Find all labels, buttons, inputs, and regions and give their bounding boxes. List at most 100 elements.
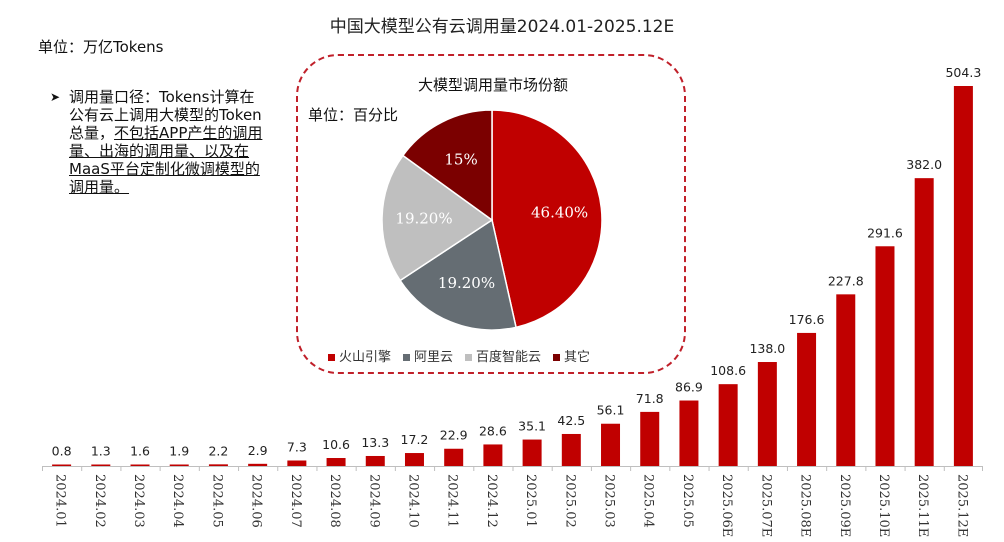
value-label-2024.12: 28.6 bbox=[479, 423, 507, 438]
value-label-2025.12E: 504.3 bbox=[945, 65, 981, 80]
x-tick-label-2025.09E: 2025.09E bbox=[837, 474, 852, 537]
x-tick-label-2025.02: 2025.02 bbox=[562, 474, 577, 528]
x-tick-label-2025.04: 2025.04 bbox=[641, 474, 656, 528]
bar-2025.08E bbox=[797, 332, 817, 466]
legend-swatch bbox=[553, 354, 561, 361]
bar-2025.01 bbox=[522, 439, 542, 466]
bar-2025.12E bbox=[953, 86, 973, 466]
legend-item-阿里云: 阿里云 bbox=[403, 346, 453, 365]
value-label-2025.07E: 138.0 bbox=[749, 341, 785, 356]
x-tick-label-2024.05: 2024.05 bbox=[209, 474, 224, 528]
bar-2025.11E bbox=[914, 178, 934, 466]
bar-2024.12 bbox=[483, 444, 503, 466]
x-tick-label-2024.11: 2024.11 bbox=[445, 474, 460, 528]
bar-2024.04 bbox=[169, 464, 189, 466]
pie-label-百度智能云: 19.20% bbox=[395, 210, 452, 228]
pie-slice-其它 bbox=[401, 109, 493, 222]
value-label-2024.10: 17.2 bbox=[401, 432, 429, 447]
value-label-2024.09: 13.3 bbox=[361, 435, 389, 450]
value-label-2025.01: 35.1 bbox=[518, 419, 546, 434]
value-label-2024.01: 0.8 bbox=[52, 444, 72, 459]
legend-label: 阿里云 bbox=[414, 350, 454, 365]
x-tick-label-2025.05: 2025.05 bbox=[680, 474, 695, 528]
legend-item-其它: 其它 bbox=[553, 346, 590, 365]
value-label-2025.06E: 108.6 bbox=[710, 363, 746, 378]
legend-label: 其它 bbox=[564, 350, 591, 365]
bar-2025.09E bbox=[836, 294, 856, 466]
bar-2025.06E bbox=[718, 384, 738, 466]
x-tick-label-2024.10: 2024.10 bbox=[405, 474, 420, 528]
bar-2024.09 bbox=[365, 455, 385, 466]
x-tick-label-2025.11E: 2025.11E bbox=[915, 474, 930, 537]
pie-slice-阿里云 bbox=[399, 218, 517, 331]
x-tick-label-2024.12: 2024.12 bbox=[484, 474, 499, 528]
legend-label: 火山引擎 bbox=[339, 350, 392, 365]
bar-2025.10E bbox=[875, 246, 895, 466]
bar-2024.07 bbox=[287, 460, 307, 466]
value-label-2024.07: 7.3 bbox=[287, 439, 307, 454]
chart-title: 中国大模型公有云调用量2024.01-2025.12E bbox=[329, 17, 675, 37]
value-label-2024.05: 2.2 bbox=[208, 443, 228, 458]
bar-2024.10 bbox=[404, 453, 424, 466]
value-label-2025.09E: 227.8 bbox=[828, 273, 864, 288]
bar-2024.05 bbox=[208, 464, 228, 466]
bar-2025.07E bbox=[757, 362, 777, 466]
bar-2025.02 bbox=[561, 433, 581, 466]
legend-item-百度智能云: 百度智能云 bbox=[465, 346, 541, 365]
x-tick-label-2024.01: 2024.01 bbox=[53, 474, 68, 528]
value-label-2024.08: 10.6 bbox=[322, 437, 350, 452]
legend-swatch bbox=[403, 354, 411, 361]
x-tick-label-2024.08: 2024.08 bbox=[327, 474, 342, 528]
x-tick-label-2025.10E: 2025.10E bbox=[876, 474, 891, 537]
value-label-2024.11: 22.9 bbox=[440, 428, 468, 443]
x-tick-label-2024.06: 2024.06 bbox=[249, 474, 264, 528]
value-label-2024.04: 1.9 bbox=[169, 444, 189, 459]
arrow-bullet-icon: ➤ bbox=[50, 90, 61, 104]
x-tick-label-2025.07E: 2025.07E bbox=[758, 474, 773, 537]
legend-item-火山引擎: 火山引擎 bbox=[328, 346, 391, 365]
value-label-2025.10E: 291.6 bbox=[867, 225, 903, 240]
pie-label-火山引擎: 46.40% bbox=[531, 204, 588, 222]
unit-label: 单位：万亿Tokens bbox=[38, 38, 164, 56]
pie-title: 大模型调用量市场份额 bbox=[417, 76, 568, 94]
value-label-2025.11E: 382.0 bbox=[906, 157, 942, 172]
bar-2024.08 bbox=[326, 458, 346, 466]
value-label-2024.06: 2.9 bbox=[248, 443, 268, 458]
legend-swatch bbox=[328, 354, 335, 361]
legend-label: 百度智能云 bbox=[476, 350, 542, 365]
value-label-2025.04: 71.8 bbox=[636, 391, 664, 406]
bar-2024.03 bbox=[130, 464, 150, 466]
x-tick-label-2025.01: 2025.01 bbox=[523, 474, 538, 528]
x-tick-label-2024.04: 2024.04 bbox=[170, 474, 185, 528]
pie-slice-百度智能云 bbox=[381, 154, 494, 282]
value-label-2025.03: 56.1 bbox=[597, 403, 625, 418]
pie-legend: 火山引擎 阿里云 百度智能云 其它 bbox=[328, 346, 602, 365]
pie-slice-火山引擎 bbox=[491, 109, 603, 329]
note-text: 调用量口径：Tokens计算在公有云上调用大模型的Token总量，不包括APP产… bbox=[69, 88, 269, 196]
x-tick-label-2024.03: 2024.03 bbox=[131, 474, 146, 528]
pie-label-阿里云: 19.20% bbox=[438, 274, 495, 292]
value-label-2025.05: 86.9 bbox=[675, 380, 703, 395]
bar-2025.03 bbox=[601, 423, 621, 466]
value-label-2025.08E: 176.6 bbox=[789, 312, 825, 327]
x-tick-label-2025.03: 2025.03 bbox=[602, 474, 617, 528]
legend-swatch bbox=[465, 354, 473, 361]
bar-2024.01 bbox=[52, 464, 72, 466]
x-tick-label-2025.12E: 2025.12E bbox=[954, 474, 969, 537]
x-tick-label-2024.09: 2024.09 bbox=[366, 474, 381, 528]
bar-2024.11 bbox=[444, 448, 464, 466]
bar-2025.04 bbox=[640, 411, 660, 466]
bar-2024.06 bbox=[248, 463, 268, 466]
bar-2024.02 bbox=[91, 464, 111, 466]
pie-label-其它: 15% bbox=[444, 150, 477, 168]
value-label-2024.03: 1.6 bbox=[130, 444, 150, 459]
x-tick-label-2025.06E: 2025.06E bbox=[719, 474, 734, 537]
pie-unit-label: 单位：百分比 bbox=[308, 106, 399, 124]
x-tick-label-2024.07: 2024.07 bbox=[288, 474, 303, 528]
value-label-2025.02: 42.5 bbox=[557, 413, 585, 428]
pie-chart: 46.40% 19.20% 19.20% 15% bbox=[381, 109, 603, 331]
note-part2: 不包括APP产生的调用量、出海的调用量、以及在MaaS平台定制化微调模型的调用量… bbox=[69, 124, 263, 196]
x-tick-label-2025.08E: 2025.08E bbox=[798, 474, 813, 537]
bar-2025.05 bbox=[679, 400, 699, 466]
